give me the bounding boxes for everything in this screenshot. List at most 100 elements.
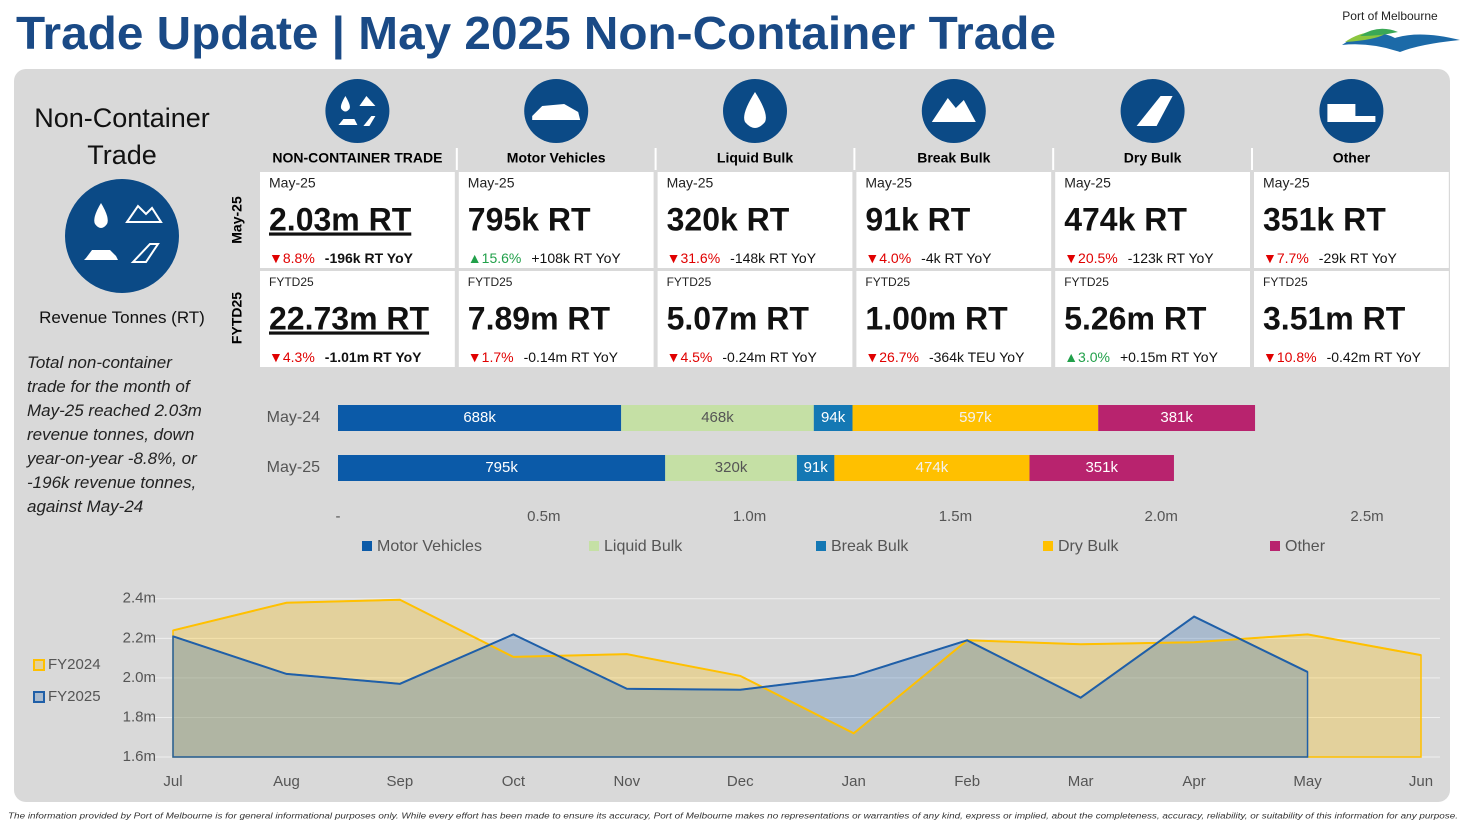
kpi-period: FYTD25 [1064,275,1109,289]
legend-swatch [589,541,599,551]
legend-swatch [1270,541,1280,551]
kpi-value: 5.26m RT [1064,300,1207,336]
kpi-change-line: ▼20.5% -123k RT YoY [1064,250,1214,266]
bar-label: 474k [916,459,949,476]
x-tick-label: 2.5m [1350,508,1383,525]
kpi-period: FYTD25 [468,275,513,289]
x-tick-label: Nov [613,773,640,790]
kpi-cell [856,172,1052,268]
bar-segment [621,405,814,431]
icon-glyph [744,92,766,128]
kpi-delta: -29k RT YoY [1319,250,1398,266]
kpi-value: 22.73m RT [269,300,430,336]
kpi-change-line: ▼10.8% -0.42m RT YoY [1263,349,1422,365]
kpi-period: FYTD25 [667,275,712,289]
legend-label: Break Bulk [831,538,909,555]
kpi-cell [260,172,455,268]
bar-segment [834,455,1030,481]
bar-label: 381k [1160,409,1193,426]
kpi-change: ▲3.0% [1064,349,1110,365]
icon-glyph [359,96,376,106]
kpi-delta: +108k RT YoY [531,250,621,266]
logo-mark [1342,28,1460,52]
kpi-value: 795k RT [468,201,591,237]
y-tick-label: May-24 [267,409,320,426]
side-icon [65,179,179,293]
kpi-header: Motor Vehicles [507,150,606,166]
x-tick-label: Jan [842,773,866,790]
legend-label: FY2024 [48,656,101,673]
kpi-change: ▼31.6% [667,250,721,266]
legend-label: Other [1285,538,1326,555]
kpi-icon [524,79,589,143]
kpi-delta: -1.01m RT YoY [325,349,422,365]
side-summary: Total non-container trade for the month … [27,353,202,516]
kpi-period: FYTD25 [269,275,314,289]
kpi-period: May-25 [1263,175,1310,191]
bar-segment [813,405,853,431]
row-label: FYTD25 [229,292,245,344]
kpi-change-line: ▼4.5% -0.24m RT YoY [667,349,818,365]
bar-segment [1098,405,1256,431]
kpi-change: ▼4.3% [269,349,315,365]
kpi-delta: -0.14m RT YoY [524,349,619,365]
kpi-delta: -364k TEU YoY [929,349,1025,365]
footer: The information provided by Port of Melb… [8,810,1458,820]
kpi-period: May-25 [1064,175,1111,191]
x-tick-label: 0.5m [527,508,560,525]
bar-segment [852,405,1099,431]
kpi-change: ▼7.7% [1263,250,1309,266]
kpi-cell [1254,271,1449,367]
kpi-change-line: ▼1.7% -0.14m RT YoY [468,349,619,365]
kpi-header: Liquid Bulk [717,150,793,166]
kpi-value: 2.03m RT [269,201,412,237]
bar-label: 320k [715,459,748,476]
kpi-cell [657,172,853,268]
kpi-period: May-25 [865,175,912,191]
legend-swatch [1043,541,1053,551]
icon-glyph [340,96,350,112]
kpi-value: 7.89m RT [468,300,611,336]
kpi-icon [723,79,787,143]
x-tick-label: Jul [163,773,182,790]
x-tick-label: May [1293,773,1322,790]
kpi-cell [1055,172,1250,268]
kpi-change: ▼4.0% [865,250,911,266]
kpi-value: 91k RT [865,201,970,237]
kpi-cell [1055,271,1250,367]
kpi-header: Dry Bulk [1124,150,1182,166]
kpi-cell [1254,172,1449,268]
kpi-period: FYTD25 [1263,275,1308,289]
kpi-header: NON-CONTAINER TRADE [272,150,442,166]
line [172,615,1308,699]
bar-label: 597k [959,409,992,426]
x-tick-label: Aug [273,773,300,790]
kpi-cell [657,271,853,367]
legend-swatch [33,659,45,671]
kpi-icon [325,79,390,143]
icon-glyph [1327,104,1376,122]
y-tick-label: 2.0m [123,669,156,686]
bar-segment [665,455,797,481]
kpi-delta: -0.24m RT YoY [722,349,817,365]
kpi-delta: -4k RT YoY [921,250,992,266]
icon-glyph [1136,96,1173,126]
kpi-cell [458,271,654,367]
x-tick-label: Jun [1409,773,1433,790]
kpi-value: 1.00m RT [865,300,1008,336]
kpi-delta: +0.15m RT YoY [1120,349,1219,365]
x-tick-label: 2.0m [1145,508,1178,525]
kpi-change-line: ▼31.6% -148k RT YoY [667,250,817,266]
side-title: Non-Container Trade [34,103,210,170]
y-tick-label: 1.8m [123,708,156,725]
kpi-header: Other [1333,150,1371,166]
bar-segment [1029,455,1174,481]
kpi-delta: -123k RT YoY [1128,250,1215,266]
kpi-period: FYTD25 [865,275,910,289]
icon-glyph [931,98,976,122]
kpi-value: 351k RT [1263,201,1386,237]
kpi-value: 3.51m RT [1263,300,1406,336]
icon-glyph [532,104,581,120]
x-tick-label: Oct [502,773,526,790]
